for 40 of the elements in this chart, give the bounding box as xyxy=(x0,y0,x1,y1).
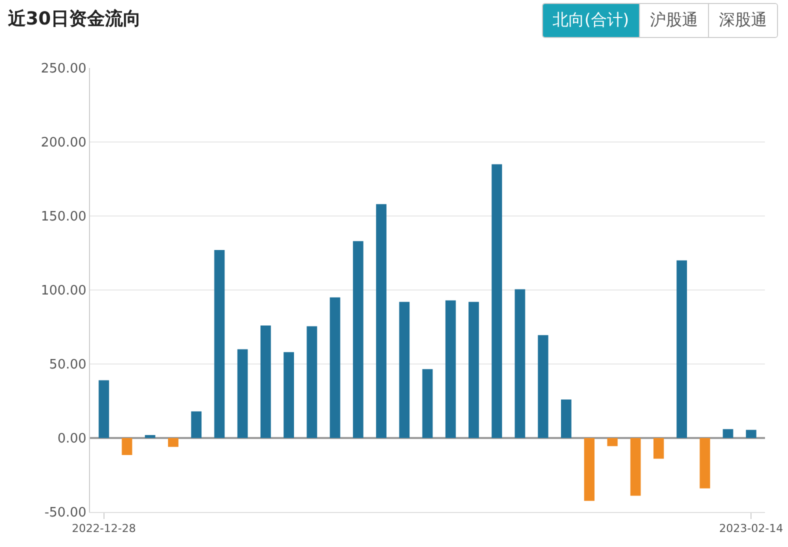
bar xyxy=(722,429,734,438)
bar xyxy=(399,302,410,438)
y-tick-label: 100.00 xyxy=(40,284,86,299)
y-tick-label: 150.00 xyxy=(40,210,86,225)
y-tick-label: -50.00 xyxy=(44,506,86,521)
bar xyxy=(584,438,595,501)
bar xyxy=(468,302,479,438)
bar xyxy=(284,352,294,438)
chart-title: 近30日资金流向 xyxy=(6,8,141,30)
x-tick-label: 2023-02-14 xyxy=(719,522,784,536)
bar xyxy=(422,369,433,438)
bar xyxy=(330,297,340,438)
bar xyxy=(122,438,132,456)
y-tick-label: 0.00 xyxy=(57,432,86,447)
y-tick-label: 250.00 xyxy=(40,62,86,77)
bar xyxy=(98,380,110,438)
bar xyxy=(214,250,225,438)
bar xyxy=(653,438,664,459)
bar xyxy=(144,435,156,438)
tab-button[interactable]: 深股通 xyxy=(708,4,777,37)
y-tick-label: 50.00 xyxy=(49,358,86,373)
bar xyxy=(376,204,386,438)
bar xyxy=(514,289,526,438)
bar xyxy=(237,349,248,438)
x-tick-label: 2022-12-28 xyxy=(72,522,136,536)
bar xyxy=(538,335,548,438)
y-tick-label: 200.00 xyxy=(40,136,86,151)
bar xyxy=(700,438,710,488)
bar xyxy=(168,438,178,447)
bar xyxy=(191,411,202,438)
bar xyxy=(306,326,318,438)
bar xyxy=(607,438,618,446)
bar xyxy=(676,260,687,438)
bar xyxy=(445,300,456,438)
bar xyxy=(492,164,502,438)
bar xyxy=(630,438,641,496)
bar xyxy=(352,241,364,438)
bar xyxy=(746,430,756,438)
bar xyxy=(561,400,572,438)
bar xyxy=(260,326,271,438)
